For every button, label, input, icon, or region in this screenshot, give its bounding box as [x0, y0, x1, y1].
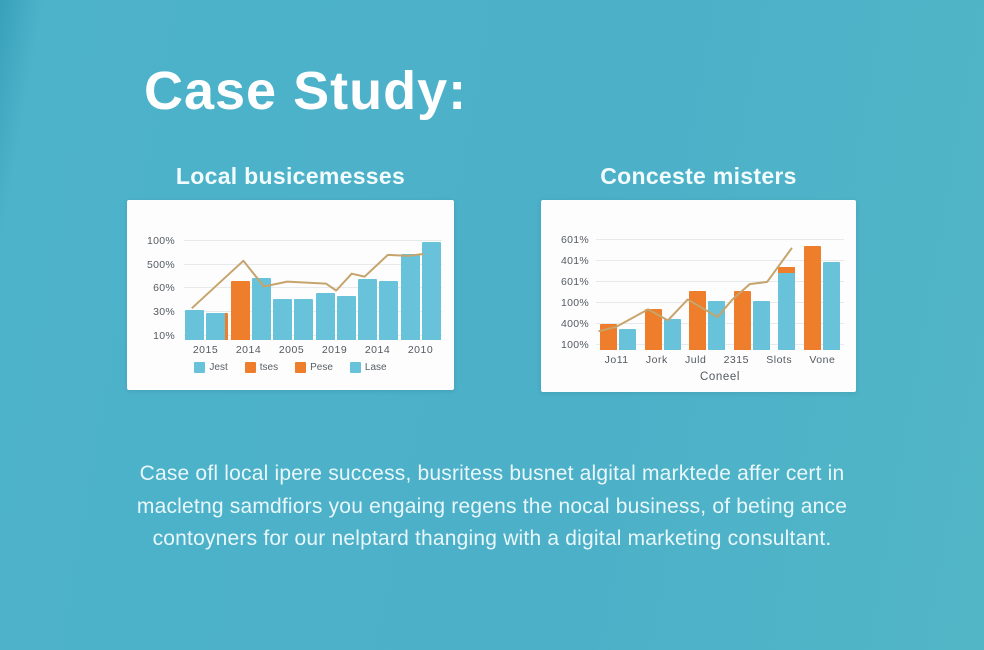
bar [379, 280, 399, 340]
legend-item: Jest [194, 362, 228, 373]
chart-card-right: 601% 401% 601% 100% 400% 100% Jo11 Jork Juld 231… [541, 200, 856, 392]
y-axis-tick-label: 601% [560, 276, 589, 289]
y-axis-tick-label: 60% [153, 282, 175, 295]
y-axis-tick-label: 100% [560, 297, 589, 310]
bar-group [400, 230, 441, 340]
bar [619, 329, 637, 350]
bar [185, 310, 205, 340]
bar-groups [184, 230, 442, 340]
x-axis-tick-label: Vone [809, 354, 836, 366]
y-axis-tick-label: 601% [560, 234, 589, 247]
x-axis-title: Coneel [699, 371, 741, 383]
trend-line [184, 230, 442, 340]
bar [294, 299, 314, 340]
body-paragraph: Case ofl local ipere success, busritess … [92, 458, 892, 556]
gridline [596, 281, 844, 283]
bar [733, 290, 751, 350]
x-axis-tick-label: 2014 [364, 344, 391, 356]
legend-label: Lase [364, 362, 387, 373]
bar [230, 280, 250, 340]
legend-swatch [295, 362, 307, 373]
y-axis-tick-label: 10% [153, 329, 175, 342]
legend-label: Jest [209, 362, 228, 373]
y-axis-tick-label: 100% [560, 339, 589, 352]
y-axis-tick-label: 100% [146, 235, 175, 247]
bar [752, 300, 770, 350]
bar [822, 262, 840, 350]
bar [663, 319, 681, 350]
bar-group [273, 230, 314, 340]
y-axis-labels: 100% 500% 60% 30% 10% [135, 230, 179, 342]
body-paragraph-line: macletng samdfiors you engaing regens th… [136, 494, 848, 518]
bar [778, 266, 796, 350]
chart-heading-left: Local busicemesses [175, 163, 406, 189]
x-axis-tick-label: 2019 [321, 344, 348, 356]
bar-group [358, 230, 399, 340]
gridline [184, 287, 442, 289]
bar [273, 299, 293, 340]
bar-group [803, 228, 840, 350]
body-paragraph-line: contoyners for our nelptard thanging wit… [152, 527, 832, 550]
bar [644, 309, 662, 350]
legend-label: tses [259, 362, 279, 373]
y-axis-tick-label: 30% [153, 305, 175, 318]
x-axis-labels: Jo11 Jork Juld 2315 Slots Vone [596, 354, 844, 366]
plot-area [596, 228, 844, 350]
bar-group [230, 230, 271, 340]
legend-swatch [194, 362, 206, 373]
bar [689, 290, 707, 350]
bar [803, 245, 821, 350]
legend-swatch [349, 362, 361, 373]
bar [400, 253, 420, 340]
bar [251, 277, 271, 340]
bar-group [778, 228, 796, 350]
x-axis-tick-label: Jork [645, 354, 668, 366]
legend-item: Lase [349, 362, 387, 373]
bar-group [644, 228, 681, 350]
y-axis-tick-label: 400% [560, 318, 589, 331]
slide-title: Case Study: [144, 61, 468, 121]
x-axis-tick-label: 2015 [192, 344, 219, 356]
x-axis-tick-label: 2005 [278, 344, 305, 356]
x-axis-tick-label: Jo11 [604, 354, 629, 366]
bar [336, 296, 356, 340]
bar [421, 242, 441, 340]
body-paragraph-line: Case ofl local ipere success, busritess … [139, 462, 845, 485]
plot-area [184, 230, 442, 340]
gridline [184, 263, 442, 265]
x-axis-tick-label: Juld [685, 354, 707, 366]
y-axis-labels: 601% 401% 601% 100% 400% 100% [549, 228, 593, 352]
chart-card-left: 100% 500% 60% 30% 10% 2015 2014 2005 2019 2014 20… [127, 200, 454, 390]
y-axis-tick-label: 500% [146, 258, 175, 271]
legend-item: tses [244, 362, 279, 373]
bar-group [185, 230, 229, 340]
bar-group [315, 230, 356, 340]
legend-label: Pese [310, 362, 333, 373]
bar [206, 313, 229, 340]
gridline [596, 260, 844, 262]
x-axis-tick-label: 2010 [407, 344, 434, 356]
bar-group [733, 228, 770, 350]
x-axis-labels: 2015 2014 2005 2019 2014 2010 [184, 344, 442, 356]
x-axis-tick-label: 2014 [235, 344, 262, 356]
bar [358, 278, 378, 340]
x-axis-tick-label: 2315 [723, 354, 749, 366]
bar-cap [778, 266, 796, 274]
gridline [184, 240, 442, 241]
y-axis-tick-label: 401% [560, 255, 589, 268]
chart-legend: Jest tses Pese Lase [127, 362, 454, 373]
legend-item: Pese [295, 362, 333, 373]
legend-swatch [244, 362, 256, 373]
trend-line [596, 228, 844, 350]
chart-heading-right: Conceste misters [600, 163, 797, 189]
x-axis-tick-label: Slots [766, 354, 793, 366]
gridline [596, 239, 844, 241]
bar [315, 293, 335, 340]
